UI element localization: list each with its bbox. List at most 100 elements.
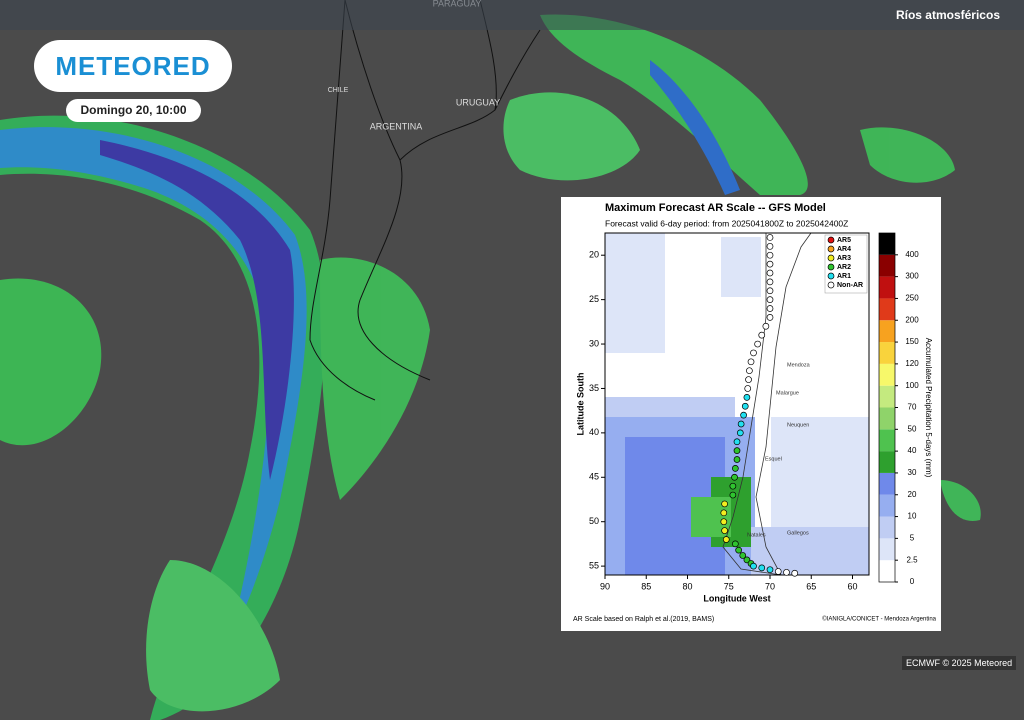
ar-point [758,331,766,339]
x-tick-label: 85 [641,581,651,591]
place-label: Esquel [765,456,782,462]
chart-title: Maximum Forecast AR Scale -- GFS Model [605,202,826,214]
plot-frame [604,232,870,576]
colorbar-tick-label: 5 [910,533,915,542]
legend-marker [827,236,835,244]
place-label: Neuquen [787,422,809,428]
legend-label: AR4 [837,246,851,253]
ar-point [741,402,749,410]
legend-marker [827,272,835,280]
ar-point [732,465,739,472]
x-tick-label: 70 [765,581,775,591]
colorbar-segment [879,451,895,473]
colorbar-tick-label: 2.5 [906,555,918,564]
y-axis-label: Latitude South [575,373,585,436]
colorbar-tick-label: 400 [905,250,919,259]
colorbar-segment [879,560,895,582]
map-label: URUGUAY [456,97,500,107]
place-label: Natales [747,532,766,538]
x-tick-label: 90 [600,581,610,591]
ar-point [766,296,774,303]
logo[interactable]: METEORED [34,40,232,92]
ar-point [733,447,741,454]
ar-point [766,242,774,250]
colorbar-segment [879,320,895,343]
colorbar-tick-label: 100 [905,381,919,390]
place-label: Gallegos [787,530,809,536]
inset-chart: Maximum Forecast AR Scale -- GFS Model Fo… [561,197,941,631]
ar-point [721,527,728,534]
ar-point [774,568,782,575]
colorbar-segment [879,429,895,452]
colorbar-segment [879,538,895,561]
colorbar-segment [879,363,895,386]
ar-point [736,429,744,437]
x-tick-label: 65 [806,581,816,591]
x-axis-label: Longitude West [703,593,770,603]
map-label: CHILE [328,87,349,94]
credit: ECMWF © 2025 Meteored [902,656,1017,670]
ar-point [722,536,730,543]
ar-point [766,566,774,574]
x-tick-label: 75 [724,581,734,591]
legend-marker [827,254,835,262]
ar-point [733,438,741,446]
legend-label: Non-AR [837,282,863,289]
ar-point [762,322,770,330]
legend-label: AR2 [837,264,851,271]
legend-label: AR5 [837,237,851,244]
y-tick-label: 30 [589,338,599,348]
ar-point [791,569,799,577]
ar-point [750,562,757,570]
ar-point [744,385,752,392]
colorbar-tick-label: 0 [910,577,915,586]
ar-point [737,420,745,428]
precipitation-field [0,14,981,720]
place-label: Malargue [776,390,799,396]
ar-point [743,393,751,401]
colorbar-label: Accumulated Precipitation 5-days (mm) [924,338,933,478]
ar-point [732,540,739,548]
precip-area [605,233,665,353]
ar-point [731,473,738,481]
ar-point [745,376,752,383]
ar-point [729,482,737,490]
colorbar-tick-label: 200 [905,315,919,324]
colorbar-segment [879,516,895,539]
ar-point [766,278,774,286]
ar-point [766,251,774,259]
y-tick-label: 20 [589,250,599,260]
ar-point [766,314,774,321]
ar-point [721,500,728,508]
legend-marker [827,245,835,253]
colorbar-segment [879,472,895,495]
x-tick-label: 60 [847,581,857,591]
ar-point [766,234,774,241]
top-bar [0,0,1024,30]
colorbar-tick-label: 300 [905,272,919,281]
ar-point [754,340,761,348]
colorbar-segment [879,385,895,408]
colorbar-tick-label: 150 [905,337,919,346]
layer-title[interactable]: Ríos atmosféricos [895,8,1000,22]
ar-point [735,546,742,554]
chart-subtitle: Forecast valid 6-day period: from 202504… [605,218,848,228]
colorbar-tick-label: 40 [908,446,917,455]
y-tick-label: 55 [589,560,599,570]
ar-point [740,411,747,419]
colorbar-segment [879,233,895,255]
colorbar-tick-label: 30 [908,468,917,477]
precip-area [721,237,761,297]
ar-point [766,269,774,277]
ar-point [747,358,755,366]
ar-point [750,349,757,357]
y-tick-label: 25 [589,294,599,304]
y-tick-label: 40 [589,427,599,437]
y-tick-label: 35 [589,383,599,393]
colorbar-tick-label: 50 [908,424,917,433]
colorbar-tick-label: 20 [908,490,917,499]
colorbar-segment [879,494,895,517]
legend-label: AR1 [837,273,851,280]
ar-point [758,564,766,572]
